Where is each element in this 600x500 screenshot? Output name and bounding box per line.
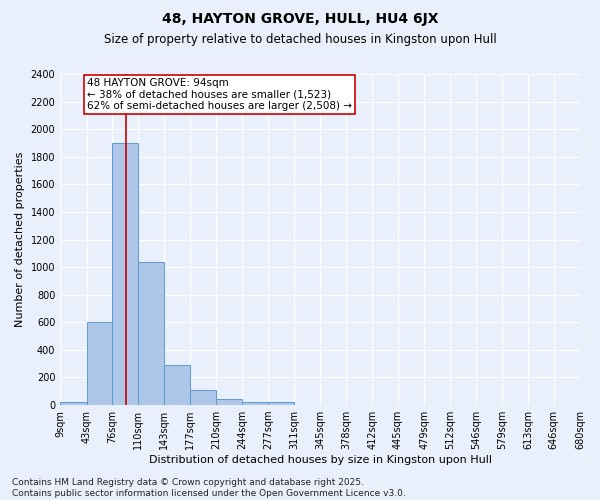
Text: 48, HAYTON GROVE, HULL, HU4 6JX: 48, HAYTON GROVE, HULL, HU4 6JX — [162, 12, 438, 26]
Bar — [268, 402, 294, 405]
Bar — [139, 262, 164, 405]
Bar — [164, 365, 190, 405]
Text: Contains HM Land Registry data © Crown copyright and database right 2025.
Contai: Contains HM Land Registry data © Crown c… — [12, 478, 406, 498]
Bar — [60, 402, 86, 405]
Bar — [242, 402, 268, 405]
Text: Size of property relative to detached houses in Kingston upon Hull: Size of property relative to detached ho… — [104, 32, 496, 46]
Bar — [216, 399, 242, 405]
Text: 48 HAYTON GROVE: 94sqm
← 38% of detached houses are smaller (1,523)
62% of semi-: 48 HAYTON GROVE: 94sqm ← 38% of detached… — [87, 78, 352, 112]
X-axis label: Distribution of detached houses by size in Kingston upon Hull: Distribution of detached houses by size … — [149, 455, 491, 465]
Bar — [112, 143, 139, 405]
Bar — [86, 322, 112, 405]
Bar — [190, 390, 216, 405]
Y-axis label: Number of detached properties: Number of detached properties — [15, 152, 25, 327]
